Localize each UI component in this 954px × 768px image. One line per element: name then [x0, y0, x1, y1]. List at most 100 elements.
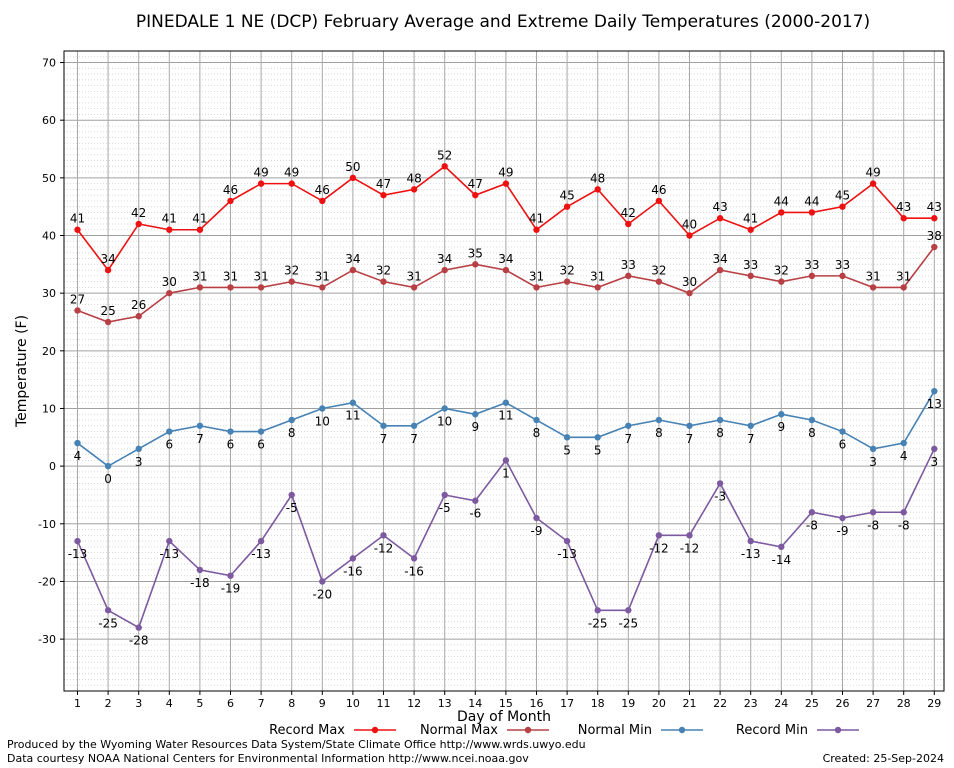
record-min-point: [655, 532, 663, 539]
legend-item-record-min: Record Min: [736, 723, 859, 738]
y-tick-label: 30: [42, 287, 56, 300]
record-max-point: [778, 209, 785, 216]
normal-max-point: [166, 289, 173, 297]
legend: Record Max Normal Max Normal Min Record Min: [269, 723, 859, 738]
record-min-point: [410, 555, 418, 562]
y-tick-label: 50: [42, 172, 56, 185]
legend-label: Normal Max: [420, 723, 498, 738]
record-min-data-label: -6: [469, 507, 481, 521]
record-min-point: [778, 543, 785, 551]
record-max-data-label: 47: [468, 177, 483, 191]
record-min-point: [716, 480, 724, 487]
record-min-point: [380, 532, 387, 539]
record-max-data-label: 44: [804, 194, 819, 208]
normal-max-point: [594, 284, 601, 291]
record-min-data-label: -3: [714, 489, 726, 503]
normal-max-data-label: 25: [100, 304, 115, 318]
record-max-data-label: 43: [896, 200, 911, 214]
record-min-point: [686, 532, 693, 539]
y-axis-ticks: -30 -20 -10 0 10 20 30 40 50 60 70: [38, 57, 64, 646]
legend-swatch-marker: [371, 726, 379, 734]
normal-max-data-label: 33: [743, 258, 758, 272]
normal-max-data-label: 30: [682, 275, 697, 289]
record-max-point: [625, 220, 632, 228]
normal-max-data-label: 34: [712, 252, 727, 266]
x-tick-label: 11: [377, 697, 391, 710]
normal-max-data-label: 32: [559, 264, 574, 278]
normal-min-data-label: 7: [410, 432, 418, 446]
record-min-point: [104, 607, 112, 614]
record-min-data-label: -8: [806, 518, 818, 532]
record-max-data-label: 49: [284, 166, 299, 180]
normal-max-data-label: 33: [804, 258, 819, 272]
record-min-point: [349, 555, 357, 562]
record-min-point: [900, 509, 907, 516]
record-min-point: [257, 537, 265, 545]
record-min-data-label: -16: [404, 564, 424, 578]
normal-min-data-label: 7: [380, 432, 388, 446]
record-min-data-label: -12: [649, 541, 669, 555]
record-min-point: [288, 491, 295, 499]
x-tick-label: 29: [927, 697, 941, 710]
legend-swatch-marker: [524, 726, 532, 734]
legend-swatch-marker: [834, 726, 842, 734]
grid: [64, 51, 944, 691]
record-max-point: [502, 180, 510, 187]
record-min-point: [74, 537, 81, 545]
record-min-point: [839, 514, 846, 522]
x-tick-label: 26: [836, 697, 850, 710]
record-min-point: [625, 607, 632, 614]
normal-min-data-label: 11: [345, 409, 360, 423]
normal-min-point: [472, 411, 479, 418]
normal-max-point: [257, 284, 265, 291]
normal-max-point: [839, 272, 846, 280]
record-max-data-label: 42: [131, 206, 146, 220]
record-min-data-label: -12: [680, 541, 700, 555]
normal-min-point: [104, 462, 112, 470]
legend-label: Record Min: [736, 723, 808, 738]
record-min-data-label: -8: [867, 518, 879, 532]
record-max-data-label: 41: [529, 212, 544, 226]
normal-min-data-label: 3: [869, 455, 877, 469]
record-min-data-label: -13: [557, 547, 577, 561]
normal-min-data-label: 8: [655, 426, 663, 440]
x-tick-label: 6: [227, 697, 234, 710]
normal-max-data-label: 34: [498, 252, 513, 266]
x-tick-label: 2: [105, 697, 112, 710]
normal-max-point: [441, 266, 448, 274]
record-min-data-label: 1: [502, 466, 510, 480]
normal-max-data-label: 34: [437, 252, 452, 266]
normal-max-data-label: 34: [345, 252, 360, 266]
chart-title: PINEDALE 1 NE (DCP) February Average and…: [136, 12, 870, 32]
normal-min-point: [533, 416, 540, 424]
record-max-point: [166, 226, 173, 233]
normal-min-point: [74, 439, 81, 447]
normal-max-data-label: 31: [406, 269, 421, 283]
record-max-data-label: 47: [376, 177, 391, 191]
x-tick-label: 3: [135, 697, 142, 710]
normal-max-data-label: 33: [621, 258, 636, 272]
normal-min-data-label: 5: [594, 443, 602, 457]
normal-max-point: [778, 278, 785, 285]
legend-label: Record Max: [269, 723, 345, 738]
normal-min-data-label: 6: [227, 438, 235, 452]
record-max-point: [747, 226, 754, 233]
record-min-point: [472, 497, 479, 504]
record-max-point: [135, 220, 142, 228]
record-max-data-label: 48: [406, 171, 421, 185]
normal-max-point: [380, 278, 387, 285]
record-max-data-label: 43: [712, 200, 727, 214]
normal-min-data-label: 8: [533, 426, 541, 440]
record-max-data-label: 45: [559, 189, 574, 203]
normal-min-data-label: 6: [257, 438, 265, 452]
normal-min-point: [319, 405, 326, 412]
record-min-point: [196, 566, 204, 574]
y-tick-label: 70: [42, 57, 56, 70]
plot-frame: [63, 50, 945, 692]
record-max-point: [257, 180, 265, 187]
record-min-data-label: -9: [837, 524, 849, 538]
legend-label: Normal Min: [578, 723, 652, 738]
normal-min-point: [839, 428, 846, 435]
normal-max-data-label: 31: [253, 269, 268, 283]
